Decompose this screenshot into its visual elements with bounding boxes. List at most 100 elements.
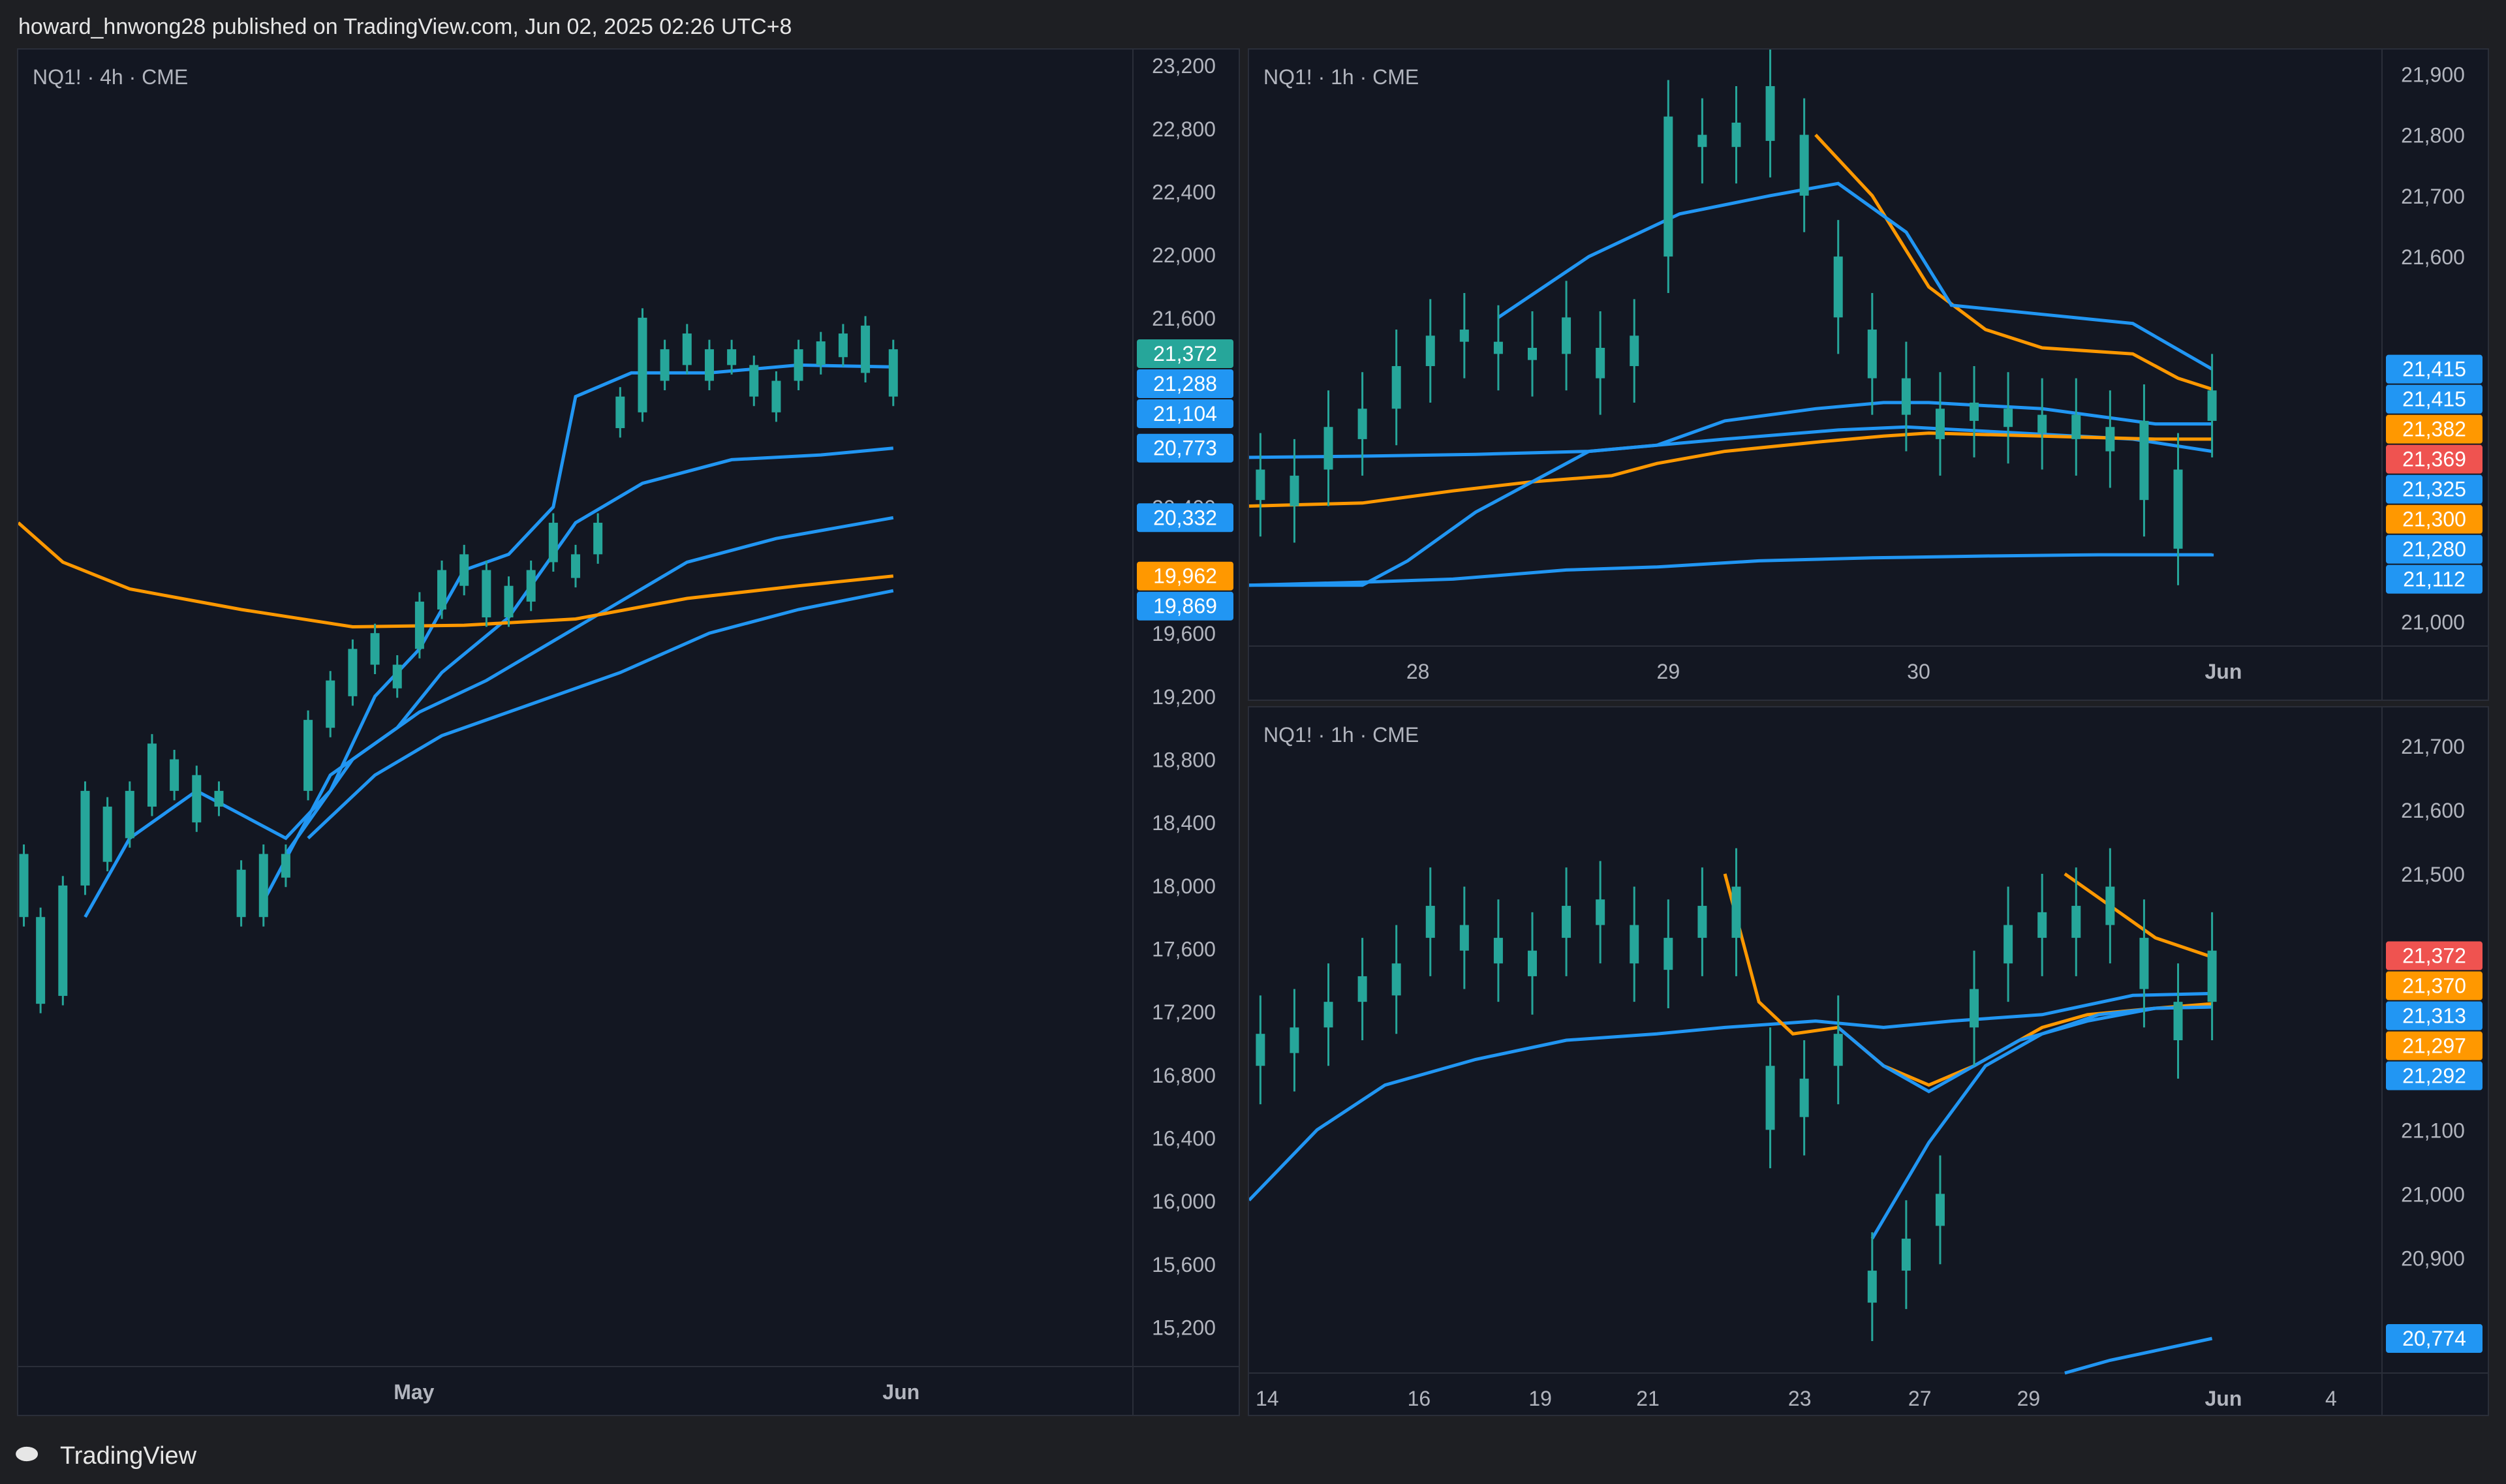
chart-panel-1h-top[interactable]: NQ1! · 1h · CME 21,900 21,800 21,700 21,600…	[1248, 48, 2489, 701]
chart-panel-4h[interactable]: NQ1! · 4h · CME 23,200 22,800 22,400 22,000…	[17, 48, 1240, 1416]
candle-body	[1833, 1034, 1843, 1066]
candle-body	[2139, 420, 2149, 501]
moving-average-line	[1837, 1005, 2212, 1094]
candle-body	[571, 554, 580, 578]
candle-body	[2105, 427, 2115, 452]
price-label-text: 19,869	[1153, 595, 1217, 618]
candle-body	[1697, 906, 1707, 938]
candle-body	[2105, 886, 2115, 925]
candle-body	[1596, 348, 1605, 379]
y-tick-label: 15,200	[1152, 1316, 1216, 1340]
y-tick-label: 21,900	[2401, 63, 2465, 86]
price-label-text: 21,415	[2402, 388, 2466, 411]
price-label-badge	[2386, 444, 2483, 474]
x-tick-label: 4	[2325, 1387, 2337, 1410]
moving-average-line	[18, 521, 894, 629]
candle-body	[281, 854, 290, 878]
candle-body	[303, 720, 313, 791]
price-label-text: 21,369	[2402, 448, 2466, 471]
candle-body	[1493, 341, 1503, 354]
candle-body	[2071, 906, 2081, 938]
publish-header: howard_hnwong28 published on TradingView…	[0, 0, 2506, 51]
price-label-text: 21,300	[2402, 508, 2466, 531]
candle-body	[1357, 409, 1367, 439]
chart-svg-1h-top[interactable]: 21,900 21,800 21,700 21,600 21,000 28 29 30 Jun 2…	[1249, 50, 2488, 700]
footer-brand[interactable]: TradingView	[60, 1442, 197, 1470]
y-tick-label: 19,600	[1152, 622, 1216, 645]
candle-body	[771, 380, 781, 412]
candle-body	[1391, 365, 1401, 409]
price-label-text: 21,280	[2402, 538, 2466, 561]
price-label-text: 21,288	[1153, 372, 1217, 395]
candle-body	[727, 349, 737, 365]
candle-body	[1799, 134, 1809, 196]
chart-title: NQ1! · 1h · CME	[1263, 65, 1419, 89]
moving-average-line	[84, 363, 893, 918]
price-label-badge	[2386, 941, 2483, 970]
price-label-text: 21,104	[1153, 402, 1217, 425]
price-label-badge	[2386, 1324, 2483, 1353]
price-label-badge	[1137, 503, 1233, 533]
moving-average-line	[262, 446, 894, 903]
candle-body	[1290, 1027, 1299, 1053]
candle-body	[2207, 390, 2217, 421]
candle-body	[1867, 330, 1877, 379]
y-tick-label: 21,000	[2401, 1183, 2465, 1206]
candle-body	[236, 869, 246, 918]
price-label-badge	[1137, 369, 1233, 398]
x-tick-label: 19	[1528, 1387, 1552, 1410]
price-label-badge	[2386, 354, 2483, 384]
price-label-badge	[2386, 1061, 2483, 1090]
y-tick-label: 15,600	[1152, 1253, 1216, 1276]
candle-body	[2139, 938, 2149, 989]
x-tick-label: May	[394, 1380, 434, 1404]
price-label-badge	[2386, 474, 2483, 504]
candle-body	[1663, 938, 1673, 970]
price-label-text: 21,372	[2402, 944, 2466, 968]
footer: ⬬ TradingView	[0, 1429, 2506, 1484]
candle-body	[2173, 1002, 2183, 1040]
price-label-badge	[2386, 1031, 2483, 1060]
chart-svg-4h[interactable]: 23,20022,80022,40022,00021,60020,40019,6…	[18, 50, 1239, 1415]
candle-body	[1290, 475, 1299, 506]
price-label-badge	[2386, 1001, 2483, 1030]
candle-body	[214, 790, 224, 807]
moving-average-line	[1814, 133, 2213, 391]
price-label-badge	[2386, 564, 2483, 594]
candle-body	[1493, 938, 1503, 964]
candle-body	[1528, 348, 1537, 360]
candle-body	[2003, 409, 2013, 427]
price-label-text: 21,112	[2403, 568, 2466, 591]
candle-body	[1935, 409, 1945, 439]
candle-body	[459, 554, 469, 586]
candle-body	[192, 775, 202, 823]
price-label-badge	[2386, 971, 2483, 1000]
price-label-text: 21,415	[2402, 358, 2466, 381]
x-tick-label: 27	[1908, 1387, 1932, 1410]
candle-body	[1731, 886, 1741, 938]
candle-body	[704, 349, 714, 381]
x-tick-label: Jun	[2205, 660, 2242, 683]
price-label-text: 20,773	[1153, 437, 1217, 460]
candle-body	[1323, 1002, 1333, 1028]
candle-body	[2071, 414, 2081, 439]
y-tick-label: 21,600	[2401, 245, 2465, 269]
candle-body	[816, 341, 826, 365]
moving-average-line	[284, 516, 894, 856]
y-tick-label: 17,200	[1152, 1000, 1216, 1024]
chart-svg-1h-bottom[interactable]: 21,700 21,600 21,500 21,100 21,000 20,900 14 16…	[1249, 707, 2488, 1415]
candle-body	[2207, 950, 2217, 1002]
candle-body	[794, 349, 803, 381]
candle-body	[2037, 912, 2047, 938]
candle-body	[125, 790, 134, 839]
chart-panel-1h-bottom[interactable]: NQ1! · 1h · CME 21,700 21,600 21,500 21,100…	[1248, 706, 2489, 1416]
candle-body	[36, 917, 46, 1004]
candle-body	[593, 523, 603, 555]
price-label-badge	[1137, 591, 1233, 621]
candle-body	[1697, 134, 1707, 147]
candle-body	[1391, 963, 1401, 996]
candle-body	[1663, 116, 1673, 257]
x-tick-label: 30	[1907, 660, 1930, 683]
price-label-text: 20,332	[1153, 506, 1217, 529]
candle-body	[1528, 950, 1537, 976]
